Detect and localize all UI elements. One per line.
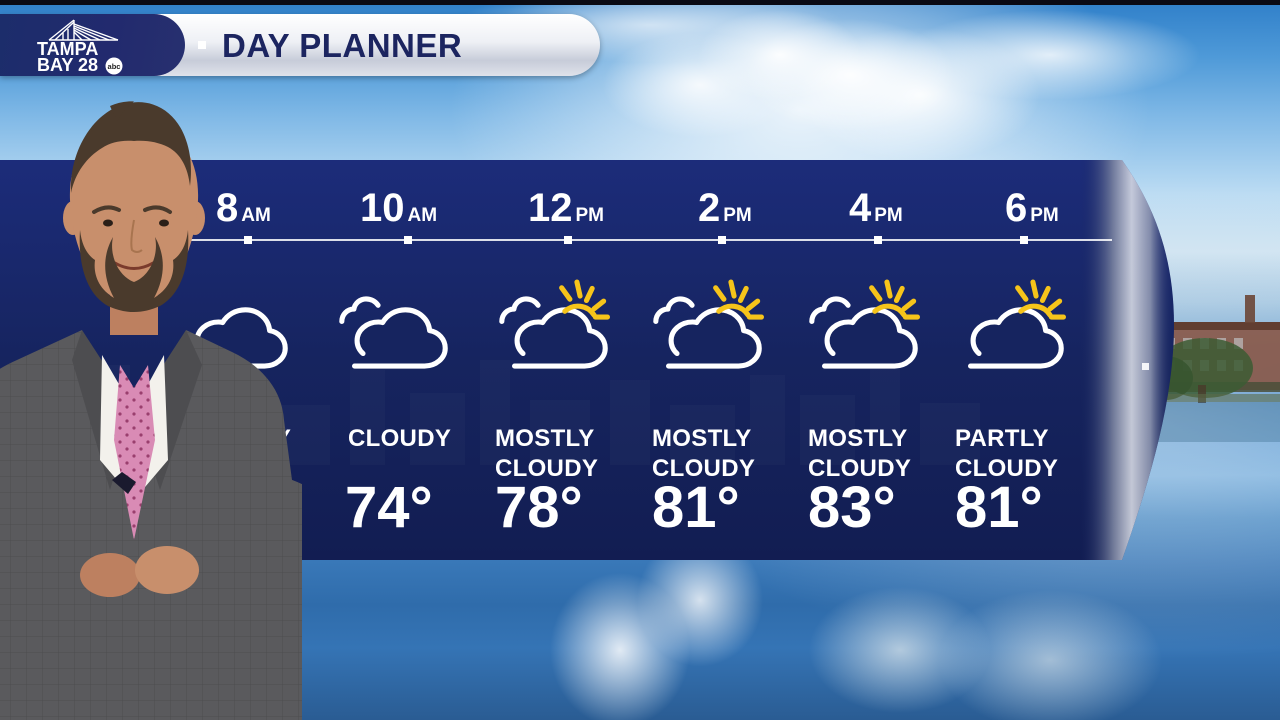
- svg-text:abc: abc: [108, 62, 121, 71]
- svg-text:BAY 28: BAY 28: [37, 55, 98, 75]
